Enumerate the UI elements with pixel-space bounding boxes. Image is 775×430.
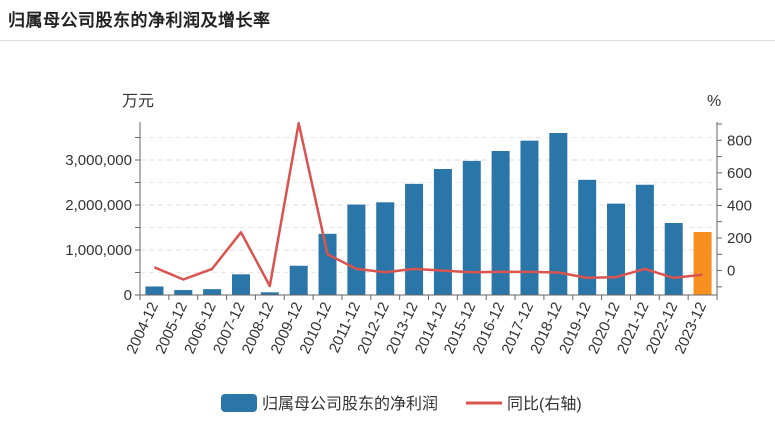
bar bbox=[462, 160, 481, 295]
right-tick-label: 800 bbox=[727, 132, 752, 149]
bar bbox=[289, 265, 308, 295]
legend-bar-label[interactable]: 归属母公司股东的净利润 bbox=[262, 395, 438, 413]
bar bbox=[145, 286, 164, 295]
legend: 归属母公司股东的净利润 同比(右轴) bbox=[221, 394, 582, 413]
y-tick-labels: 0 1,000,000 2,000,000 3,000,000 0 200 400 600 80… bbox=[65, 132, 752, 304]
line-series bbox=[153, 121, 703, 288]
left-tick-label: 0 bbox=[124, 287, 132, 304]
bar bbox=[376, 202, 395, 295]
bar bbox=[607, 203, 626, 295]
right-tick-label: 400 bbox=[727, 197, 752, 214]
bar bbox=[203, 289, 222, 295]
bar bbox=[231, 274, 250, 295]
yoy-line bbox=[153, 121, 703, 288]
bar-series bbox=[145, 133, 712, 295]
bar bbox=[578, 179, 597, 295]
bar bbox=[491, 151, 510, 295]
bar bbox=[664, 223, 683, 295]
bar bbox=[405, 183, 424, 295]
left-axis-unit: 万元 bbox=[122, 93, 154, 110]
right-tick-label: 200 bbox=[727, 230, 752, 247]
right-axis-unit: % bbox=[707, 93, 721, 110]
bar bbox=[693, 232, 712, 295]
right-tick-label: 600 bbox=[727, 165, 752, 182]
left-tick-label: 1,000,000 bbox=[65, 242, 132, 259]
bar bbox=[635, 184, 654, 295]
chart-title: 归属母公司股东的净利润及增长率 bbox=[8, 11, 271, 30]
bar bbox=[549, 133, 568, 295]
x-tick-labels: 2004-122005-122006-122007-122008-122009-… bbox=[123, 300, 710, 357]
legend-line-label[interactable]: 同比(右轴) bbox=[507, 395, 582, 413]
right-tick-label: 0 bbox=[727, 263, 735, 280]
bar bbox=[433, 169, 452, 295]
bar bbox=[520, 140, 539, 295]
bar bbox=[174, 290, 193, 295]
legend-bar-swatch bbox=[221, 394, 257, 412]
left-tick-label: 3,000,000 bbox=[65, 152, 132, 169]
bar bbox=[318, 233, 337, 295]
title-divider bbox=[0, 40, 775, 41]
axes bbox=[135, 122, 722, 300]
left-tick-label: 2,000,000 bbox=[65, 197, 132, 214]
bar bbox=[260, 292, 279, 295]
bar bbox=[347, 204, 366, 295]
